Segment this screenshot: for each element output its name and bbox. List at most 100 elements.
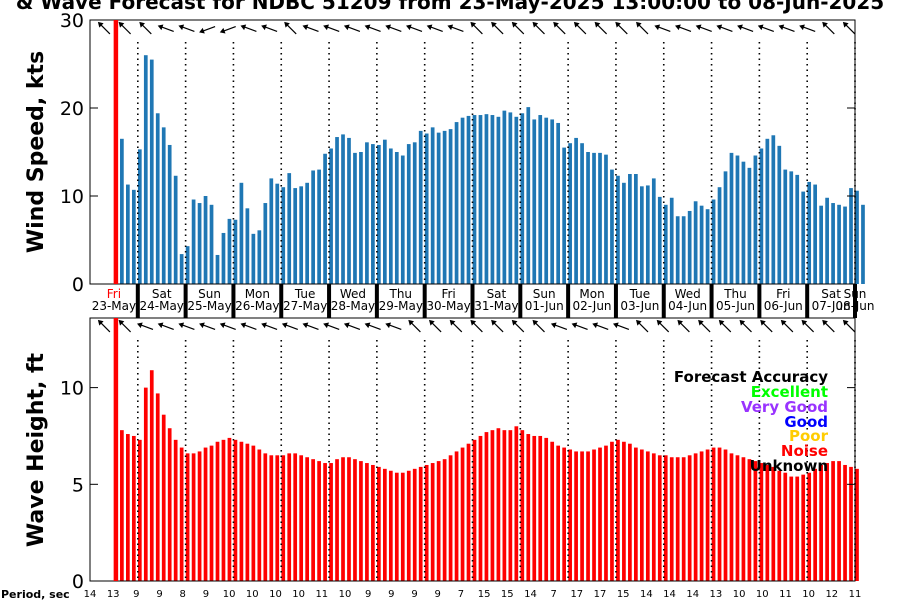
- wave-bar: [484, 432, 489, 581]
- arrow-shaft: [305, 324, 319, 330]
- wind-bar: [526, 107, 531, 285]
- arrow-shaft: [844, 23, 856, 35]
- arrow-shaft: [305, 26, 319, 32]
- wave-bar: [287, 453, 292, 581]
- wave-y-axis-label: Wave Height, ft: [24, 352, 49, 547]
- arrow-head: [199, 322, 205, 329]
- arrow-head: [799, 24, 805, 31]
- arrow-head: [157, 24, 164, 31]
- wind-bar: [257, 230, 262, 284]
- direction-arrow: [491, 319, 504, 333]
- wind-bar: [430, 127, 435, 284]
- wind-bar: [520, 113, 525, 284]
- arrow-head: [822, 21, 828, 28]
- wind-bar: [681, 216, 686, 284]
- wave-bar: [490, 430, 495, 581]
- date-label: 27-May: [283, 299, 327, 313]
- wave-bar: [472, 439, 477, 581]
- date-label: 06-Jun: [764, 299, 803, 313]
- wave-bar: [801, 474, 806, 581]
- wave-bar: [149, 370, 154, 581]
- wave-bar: [203, 447, 208, 581]
- arrow-head: [636, 21, 642, 28]
- wave-bar: [526, 434, 531, 581]
- direction-arrow: [553, 21, 566, 35]
- date-axis-band: Fri23-MaySat24-MaySun25-MayMon26-MayTue2…: [92, 284, 875, 318]
- arrow-head: [613, 322, 619, 329]
- wave-bar: [687, 455, 692, 581]
- period-value-label: 10: [802, 589, 815, 600]
- direction-arrow: [470, 21, 483, 35]
- arrow-shaft: [449, 26, 464, 32]
- direction-arrow: [240, 24, 257, 32]
- wind-bar: [699, 205, 704, 284]
- arrow-shaft: [616, 23, 628, 35]
- wave-bar: [120, 430, 124, 581]
- arrow-shaft: [553, 324, 568, 330]
- wave-bar: [382, 468, 387, 581]
- wave-bar: [562, 447, 566, 581]
- period-value-label: 10: [733, 589, 746, 600]
- arrow-shaft: [120, 321, 132, 333]
- arrow-head: [757, 24, 764, 31]
- legend-item-good: Good: [784, 413, 828, 431]
- arrow-shaft: [180, 324, 195, 330]
- wind-bar: [209, 204, 214, 284]
- period-value-label: 8: [180, 589, 186, 600]
- date-band-separator: [374, 284, 379, 318]
- direction-arrow: [385, 322, 402, 330]
- day-name-label: Thu: [723, 287, 747, 301]
- direction-arrow: [323, 24, 340, 32]
- arrow-shaft: [180, 26, 195, 32]
- wind-bar: [634, 174, 638, 284]
- wind-bar: [131, 189, 136, 284]
- arrow-shaft: [263, 324, 278, 330]
- arrow-head: [219, 322, 226, 329]
- period-value-label: 10: [292, 589, 305, 600]
- day-name-label: Thu: [389, 287, 413, 301]
- arrow-shaft: [679, 321, 690, 333]
- day-name-label: Sat: [152, 287, 172, 301]
- wave-bar: [406, 470, 411, 581]
- arrow-shaft: [656, 26, 671, 32]
- wave-bar: [765, 464, 770, 581]
- arrow-shaft: [575, 23, 587, 35]
- period-value-label: 15: [478, 589, 491, 600]
- wave-bar: [347, 457, 351, 581]
- wave-bar: [418, 466, 423, 581]
- wind-bar: [394, 152, 399, 284]
- date-label: 25-May: [187, 299, 231, 313]
- direction-arrow: [842, 319, 856, 333]
- wind-bar: [855, 190, 859, 284]
- wind-bar: [197, 203, 202, 284]
- legend-item-unknown: Unknown: [750, 457, 828, 475]
- wave-bar: [717, 447, 722, 581]
- arrow-shaft: [367, 324, 381, 330]
- wave-bar: [341, 457, 345, 581]
- arrow-shaft: [594, 324, 609, 330]
- direction-arrow: [385, 24, 402, 32]
- wave-bar: [365, 463, 369, 581]
- arrow-head: [594, 21, 601, 28]
- wave-bar: [675, 457, 680, 581]
- legend-item-poor: Poor: [789, 427, 829, 445]
- wave-bar: [813, 468, 818, 581]
- wind-bar: [651, 178, 656, 284]
- wave-bar: [777, 470, 782, 581]
- day-name-label: Wed: [340, 287, 366, 301]
- arrow-shaft: [741, 321, 752, 333]
- arrow-shaft: [823, 23, 835, 35]
- wind-bar: [580, 143, 584, 284]
- arrow-shaft: [140, 23, 152, 35]
- wave-bar: [580, 451, 584, 581]
- arrow-head: [654, 24, 661, 31]
- direction-arrow: [698, 319, 711, 333]
- date-band-separator: [757, 284, 762, 318]
- arrow-head: [97, 21, 104, 28]
- wave-bar: [819, 464, 823, 581]
- direction-arrow: [716, 24, 733, 32]
- arrow-head: [426, 24, 433, 31]
- direction-arrow: [677, 319, 690, 333]
- arrow-shaft: [472, 23, 483, 35]
- wind-bar: [801, 191, 806, 284]
